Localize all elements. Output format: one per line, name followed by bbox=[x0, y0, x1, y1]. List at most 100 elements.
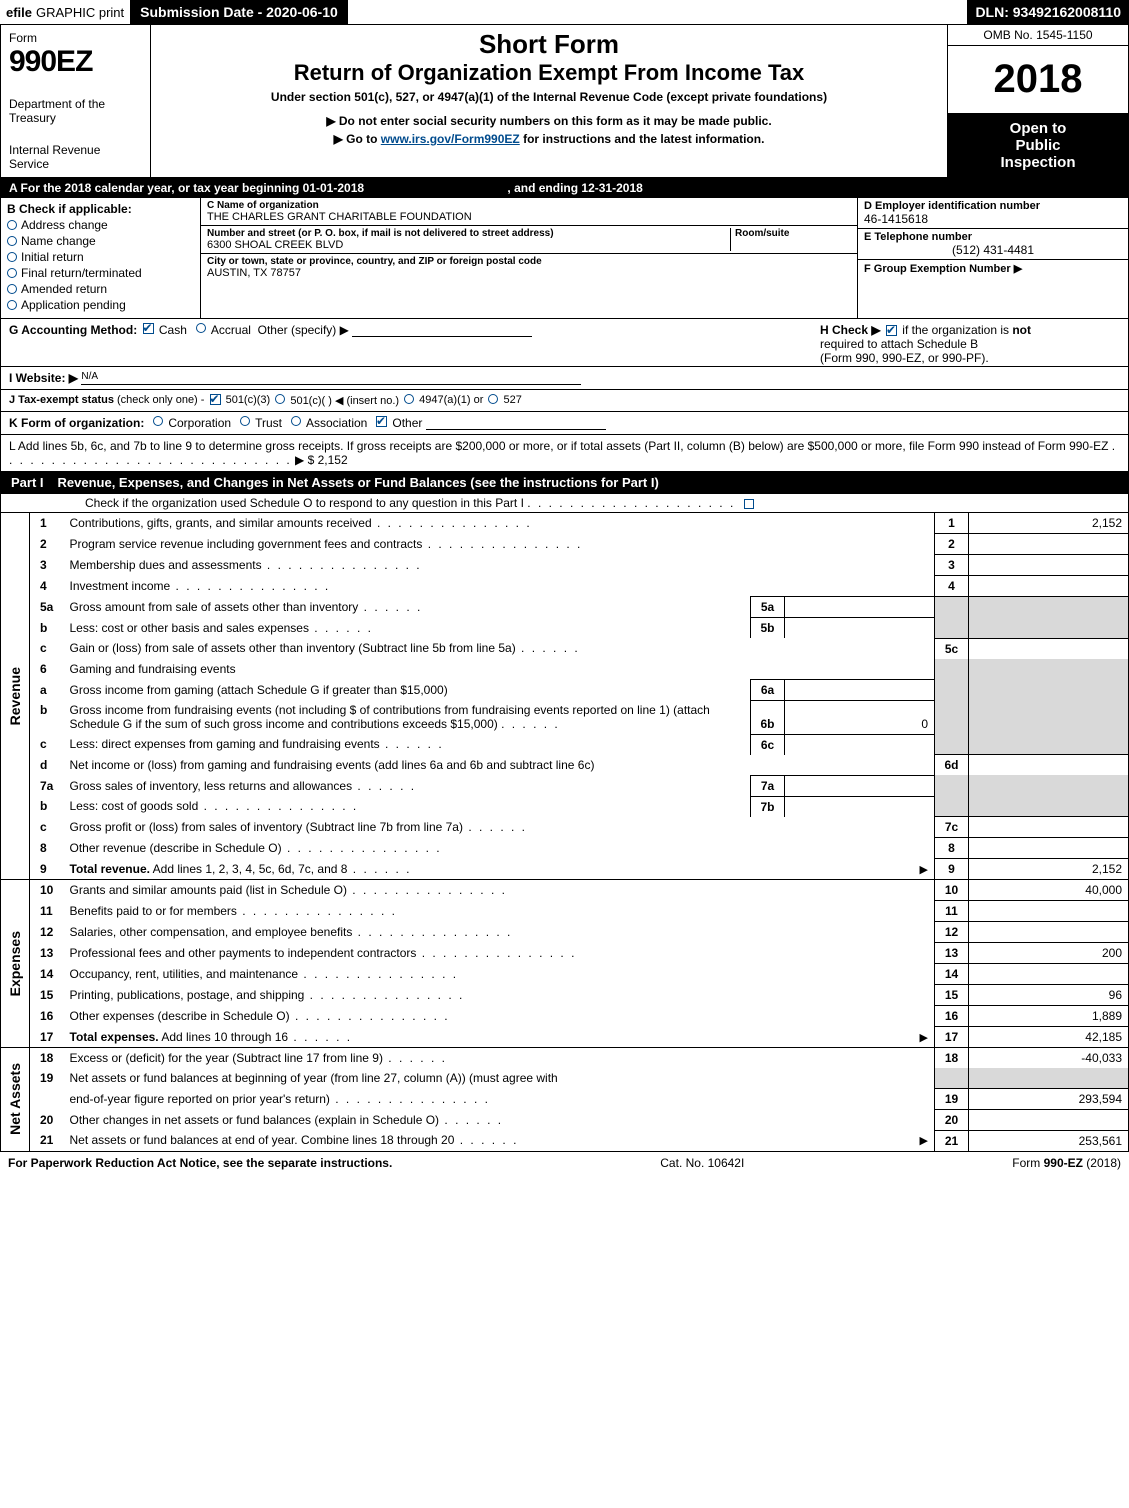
line-desc: Investment income bbox=[64, 576, 935, 597]
arrow-icon bbox=[920, 862, 928, 876]
radio-501c[interactable] bbox=[275, 394, 285, 404]
h-label: H Check ▶ bbox=[820, 323, 881, 337]
checkbox-cash[interactable] bbox=[143, 323, 154, 334]
line-desc: Excess or (deficit) for the year (Subtra… bbox=[64, 1048, 935, 1069]
row-11: 11 Benefits paid to or for members 11 bbox=[1, 901, 1129, 922]
j-opt-527: 527 bbox=[504, 394, 522, 406]
check-label: Initial return bbox=[21, 250, 84, 264]
line-val bbox=[969, 755, 1129, 776]
check-final-return[interactable]: Final return/terminated bbox=[7, 266, 194, 280]
radio-icon bbox=[7, 220, 17, 230]
return-title: Return of Organization Exempt From Incom… bbox=[159, 60, 939, 86]
line-desc: Less: cost or other basis and sales expe… bbox=[64, 618, 751, 639]
line-num: 21 bbox=[30, 1130, 64, 1151]
line-desc: Gross sales of inventory, less returns a… bbox=[64, 775, 751, 796]
j-note: (check only one) - bbox=[117, 394, 204, 406]
line-ref: 10 bbox=[935, 880, 969, 901]
desc-text: Less: cost or other basis and sales expe… bbox=[70, 621, 373, 635]
desc-text: Less: direct expenses from gaming and fu… bbox=[70, 737, 444, 751]
line-ref: 21 bbox=[935, 1130, 969, 1151]
line-num: 2 bbox=[30, 534, 64, 555]
check-label: Address change bbox=[21, 218, 108, 232]
h-not: not bbox=[1012, 323, 1031, 337]
line-desc: Less: cost of goods sold bbox=[64, 796, 751, 817]
line-ref: 13 bbox=[935, 943, 969, 964]
g-other-label: Other (specify) ▶ bbox=[258, 323, 349, 337]
row-19a: 19 Net assets or fund balances at beginn… bbox=[1, 1068, 1129, 1088]
row-6d: d Net income or (loss) from gaming and f… bbox=[1, 755, 1129, 776]
topbar: efile GRAPHIC print Submission Date - 20… bbox=[0, 0, 1129, 24]
desc-text: Occupancy, rent, utilities, and maintena… bbox=[70, 967, 459, 981]
line-val: 1,889 bbox=[969, 1006, 1129, 1027]
check-amended-return[interactable]: Amended return bbox=[7, 282, 194, 296]
line-ref: 1 bbox=[935, 513, 969, 534]
check-name-change[interactable]: Name change bbox=[7, 234, 194, 248]
row-14: 14 Occupancy, rent, utilities, and maint… bbox=[1, 964, 1129, 985]
radio-trust[interactable] bbox=[240, 416, 250, 426]
dln-number: DLN: 93492162008110 bbox=[967, 0, 1129, 24]
line-val bbox=[969, 576, 1129, 597]
desc-dots bbox=[383, 1051, 447, 1065]
j-opt-4947: 4947(a)(1) or bbox=[419, 394, 483, 406]
line-num: a bbox=[30, 679, 64, 700]
efile-word: efile bbox=[6, 5, 32, 20]
note-goto-post: for instructions and the latest informat… bbox=[520, 132, 765, 146]
dept-irs: Internal Revenue Service bbox=[9, 143, 142, 171]
checkbox-h[interactable] bbox=[886, 325, 897, 336]
expenses-side-label: Expenses bbox=[1, 880, 30, 1048]
line-val: 293,594 bbox=[969, 1088, 1129, 1109]
row-12: 12 Salaries, other compensation, and emp… bbox=[1, 922, 1129, 943]
desc-text: Printing, publications, postage, and shi… bbox=[70, 988, 305, 1002]
check-address-change[interactable]: Address change bbox=[7, 218, 194, 232]
shade-cell bbox=[935, 1068, 969, 1088]
radio-527[interactable] bbox=[488, 394, 498, 404]
checkbox-other-org[interactable] bbox=[376, 416, 387, 427]
g-other-input[interactable] bbox=[352, 323, 532, 337]
line-num: 18 bbox=[30, 1048, 64, 1069]
line-val bbox=[969, 1109, 1129, 1130]
info-grid: B Check if applicable: Address change Na… bbox=[0, 198, 1129, 319]
check-initial-return[interactable]: Initial return bbox=[7, 250, 194, 264]
line-num: c bbox=[30, 638, 64, 659]
radio-association[interactable] bbox=[291, 416, 301, 426]
k-other-input[interactable] bbox=[426, 416, 606, 430]
line-num: 15 bbox=[30, 985, 64, 1006]
dept-treasury: Department of the Treasury bbox=[9, 97, 142, 125]
checkbox-501c3[interactable] bbox=[210, 394, 221, 405]
street-value: 6300 SHOAL CREEK BLVD bbox=[207, 239, 726, 251]
line-l-gross-receipts: L Add lines 5b, 6c, and 7b to line 9 to … bbox=[0, 435, 1129, 472]
line-val: 200 bbox=[969, 943, 1129, 964]
checkbox-schedule-o[interactable] bbox=[744, 499, 754, 509]
line-val bbox=[969, 817, 1129, 838]
radio-4947[interactable] bbox=[404, 394, 414, 404]
sub-val bbox=[785, 796, 935, 817]
phone-value: (512) 431-4481 bbox=[864, 243, 1122, 257]
line-desc: Printing, publications, postage, and shi… bbox=[64, 985, 935, 1006]
row-21: 21 Net assets or fund balances at end of… bbox=[1, 1130, 1129, 1151]
line-desc: Program service revenue including govern… bbox=[64, 534, 935, 555]
line-desc: Gross amount from sale of assets other t… bbox=[64, 597, 751, 618]
org-name: THE CHARLES GRANT CHARITABLE FOUNDATION bbox=[207, 211, 851, 223]
check-application-pending[interactable]: Application pending bbox=[7, 298, 194, 312]
room-label: Room/suite bbox=[735, 228, 851, 239]
part-1-table: Revenue 1 Contributions, gifts, grants, … bbox=[0, 512, 1129, 1152]
revenue-side-label: Revenue bbox=[1, 513, 30, 880]
footer-center: Cat. No. 10642I bbox=[660, 1156, 744, 1170]
row-10: Expenses 10 Grants and similar amounts p… bbox=[1, 880, 1129, 901]
line-desc: Other revenue (describe in Schedule O) bbox=[64, 838, 935, 859]
shade-cell bbox=[935, 597, 969, 639]
line-ref: 5c bbox=[935, 638, 969, 659]
irs-link[interactable]: www.irs.gov/Form990EZ bbox=[381, 132, 520, 146]
sub-val bbox=[785, 734, 935, 755]
radio-corporation[interactable] bbox=[153, 416, 163, 426]
efile-graphic-print[interactable]: efile GRAPHIC print bbox=[0, 0, 130, 24]
line-num: 9 bbox=[30, 859, 64, 880]
c-label: C Name of organization bbox=[207, 200, 851, 211]
footer-right-bold: 990-EZ bbox=[1044, 1156, 1083, 1170]
line-num: d bbox=[30, 755, 64, 776]
radio-accrual[interactable] bbox=[196, 323, 206, 333]
check-label: Application pending bbox=[21, 298, 126, 312]
row-7c: c Gross profit or (loss) from sales of i… bbox=[1, 817, 1129, 838]
note-goto: ▶ Go to www.irs.gov/Form990EZ for instru… bbox=[159, 132, 939, 146]
desc-text: Professional fees and other payments to … bbox=[70, 946, 577, 960]
